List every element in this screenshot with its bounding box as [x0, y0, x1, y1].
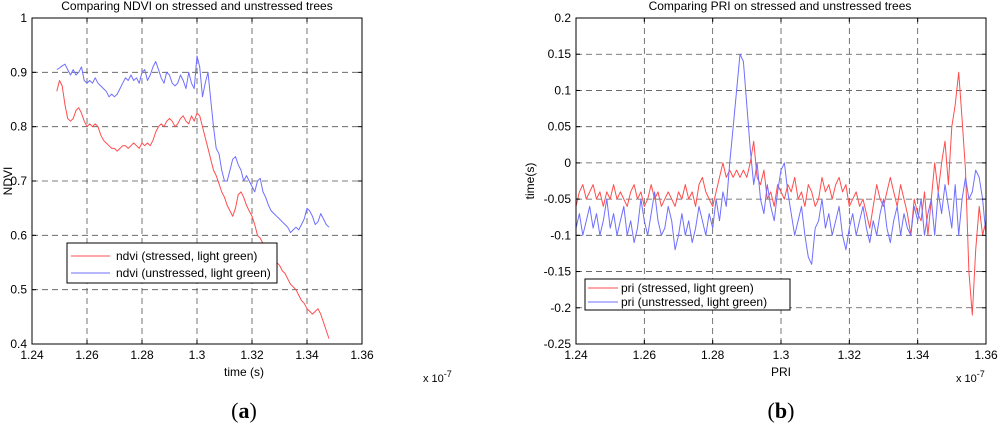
pri-chart: 1.24 1.26 1.28 1.3 1.32 1.34 1.36 -0.25 -0.2 -0.1… [523, 0, 998, 423]
y-tick-label: -0.2 [550, 301, 571, 315]
y-tick-label: -0.05 [544, 192, 572, 206]
y-tick-label: -0.25 [544, 337, 572, 351]
x-tick-label: 1.28 [701, 348, 725, 362]
x-tick-label: 1.28 [130, 348, 154, 362]
series-line-unstressed [575, 53, 987, 265]
x-tick-label: 1.32 [240, 348, 264, 362]
series-line-unstressed [56, 55, 330, 234]
x-multiplier-exp: -7 [444, 369, 452, 379]
y-tick-label: 0 [564, 156, 571, 170]
x-multiplier-base: x 10 [423, 373, 444, 385]
x-multiplier-exp: -7 [977, 369, 985, 379]
tick-marks [575, 17, 987, 345]
legend-label-unstressed: ndvi (unstressed, light green) [116, 266, 271, 280]
legend: ndvi (stressed, light green) ndvi (unstr… [66, 242, 278, 284]
x-axis-label: time (s) [224, 365, 264, 379]
panel-caption-letter: a [239, 398, 250, 423]
panel-caption-letter: b [775, 398, 787, 423]
y-tick-label: 0.15 [548, 47, 572, 61]
legend-box [66, 242, 278, 284]
legend-label-unstressed: pri (unstressed, light green) [621, 295, 767, 309]
x-axis-label: PRI [771, 365, 791, 379]
y-tick-label: 1 [20, 11, 27, 25]
x-multiplier: x 10-7 [423, 369, 452, 385]
y-tick-label: -0.15 [544, 265, 572, 279]
series-lines [56, 55, 330, 339]
panel-caption: (a) [231, 398, 257, 423]
chart-title: Comparing NDVI on stressed and unstresse… [61, 0, 332, 13]
legend-label-stressed: ndvi (stressed, light green) [116, 249, 257, 263]
y-tick-label: 0.9 [10, 65, 27, 79]
y-tick-label: 0.1 [554, 83, 571, 97]
series-line-stressed [575, 71, 987, 316]
panel-caption: (b) [768, 398, 795, 423]
series-lines [575, 53, 987, 316]
x-tick-label: 1.3 [773, 348, 790, 362]
y-axis-label: NDVI [1, 167, 15, 196]
x-tick-label: 1.26 [75, 348, 99, 362]
x-tick-label: 1.36 [974, 348, 998, 362]
x-multiplier-base: x 10 [956, 373, 977, 385]
y-tick-label: 0.7 [10, 174, 27, 188]
ndvi-chart: 1.24 1.26 1.28 1.3 1.32 1.34 1.36 0.4 0.5 0.6 0.7 0… [1, 0, 452, 423]
series-line-stressed [56, 80, 330, 339]
x-tick-label: 1.24 [20, 348, 44, 362]
tick-labels: 1.24 1.26 1.28 1.3 1.32 1.34 1.36 -0.25 -0.2 -0.1… [544, 11, 998, 362]
x-tick-label: 1.26 [633, 348, 657, 362]
x-tick-label: 1.34 [906, 348, 930, 362]
y-axis-label: time(s) [523, 163, 537, 200]
x-tick-label: 1.34 [295, 348, 319, 362]
x-tick-label: 1.36 [350, 348, 374, 362]
tick-marks [31, 17, 363, 345]
grid-lines [576, 18, 986, 344]
legend-label-stressed: pri (stressed, light green) [621, 281, 754, 295]
y-tick-label: 0.8 [10, 120, 27, 134]
x-multiplier: x 10-7 [956, 369, 985, 385]
tick-labels: 1.24 1.26 1.28 1.3 1.32 1.34 1.36 0.4 0.5 0.6 0.7 0… [10, 11, 374, 362]
y-tick-label: 0.5 [10, 283, 27, 297]
legend-box [584, 278, 791, 311]
legend: pri (stressed, light green) pri (unstres… [584, 278, 791, 311]
y-tick-label: 0.4 [10, 337, 27, 351]
x-tick-label: 1.32 [838, 348, 862, 362]
y-tick-label: -0.1 [550, 228, 571, 242]
y-tick-label: 0.6 [10, 228, 27, 242]
y-tick-label: 0.05 [548, 120, 572, 134]
chart-title: Comparing PRI on stressed and unstressed… [649, 0, 912, 13]
x-tick-label: 1.3 [189, 348, 206, 362]
y-tick-label: 0.2 [554, 11, 571, 25]
x-tick-label: 1.24 [564, 348, 588, 362]
